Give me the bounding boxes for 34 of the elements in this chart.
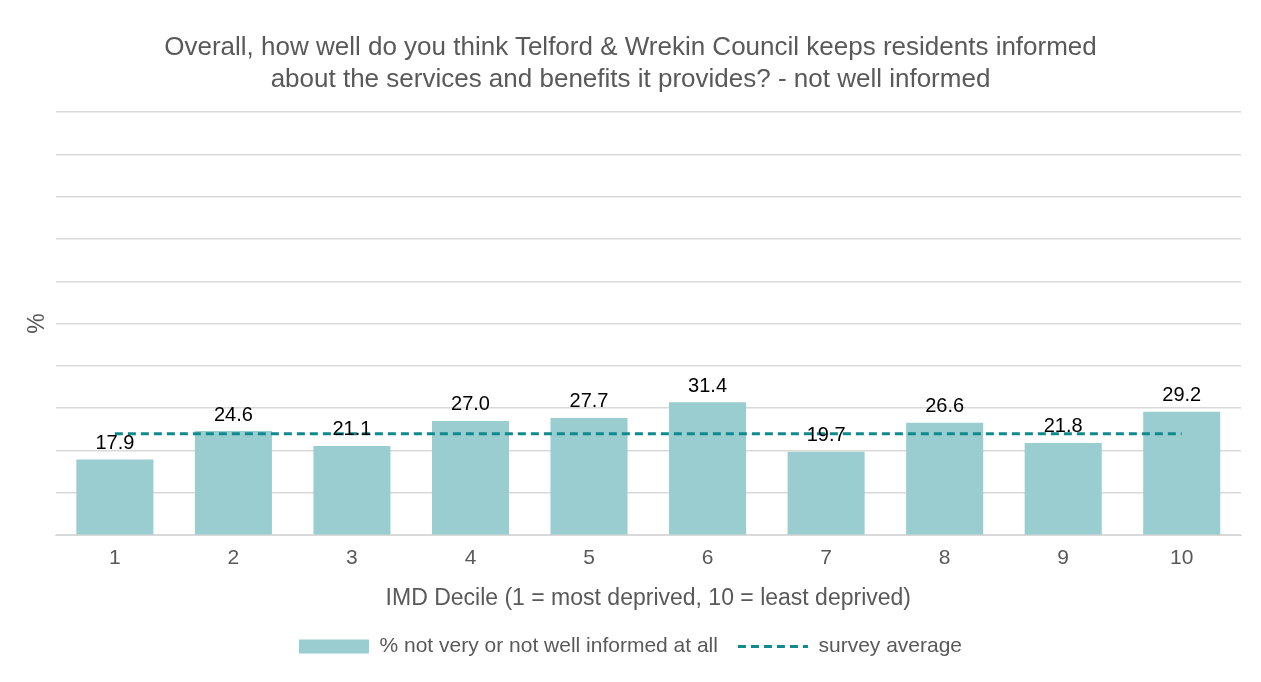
x-tick-label: 5 (583, 544, 595, 568)
bar (1024, 442, 1102, 535)
bar (76, 459, 154, 535)
x-tick-label: 10 (1170, 544, 1194, 568)
chart-title: Overall, how well do you think Telford & Wrekin Council keeps residents informed about the services and benefits it provides? - not well informed (163, 30, 1098, 95)
legend-label: % not very or not well informed at all (379, 633, 718, 657)
bar (313, 445, 391, 535)
x-tick-label: 2 (227, 544, 240, 568)
legend-label: survey average (818, 633, 963, 657)
x-tick-label: 4 (464, 544, 477, 568)
data-label: 19.7 (806, 423, 846, 446)
bar (194, 431, 272, 535)
x-axis-title: IMD Decile (1 = most deprived, 10 = least deprived) (385, 583, 911, 610)
x-tick-label: 1 (109, 544, 121, 568)
data-label: 27.7 (569, 389, 609, 412)
bar (669, 402, 747, 535)
data-label: 29.2 (1162, 383, 1202, 406)
bar (431, 420, 510, 535)
data-label: 26.6 (925, 394, 965, 417)
data-label: 24.6 (213, 402, 253, 425)
x-tick-label: 6 (701, 544, 714, 568)
x-tick-label: 9 (1057, 544, 1070, 568)
bar (906, 422, 984, 535)
bar (787, 451, 865, 535)
data-label: 17.9 (95, 430, 135, 453)
data-label: 21.8 (1043, 414, 1083, 437)
x-tick-label: 7 (820, 544, 832, 568)
bar (1143, 411, 1221, 535)
data-label: 27.0 (451, 392, 490, 415)
y-axis-title: % (23, 313, 50, 334)
data-label: 31.4 (688, 373, 728, 396)
bar (550, 417, 628, 535)
x-tick-label: 3 (346, 544, 358, 568)
x-tick-label: 8 (938, 544, 951, 568)
